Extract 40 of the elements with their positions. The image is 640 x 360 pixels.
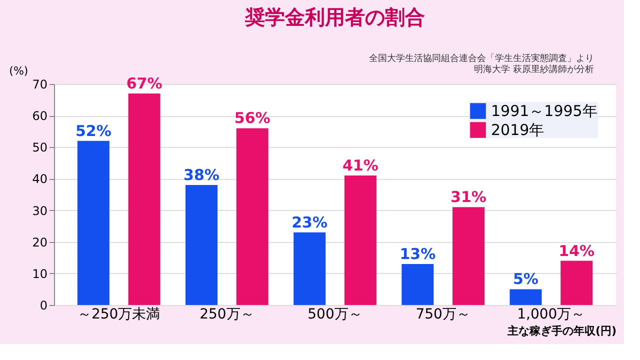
bar xyxy=(294,232,326,305)
bar xyxy=(452,207,485,305)
bar xyxy=(77,140,110,305)
x-tick-label: 1,000万～ xyxy=(517,306,586,322)
bar xyxy=(402,264,434,305)
text: 明海大学 萩原里紗講師が分析 xyxy=(474,64,594,75)
bar xyxy=(344,176,376,305)
bar xyxy=(185,185,218,305)
bar xyxy=(510,289,542,305)
data-label: 41% xyxy=(342,156,378,175)
y-tick-label: 10 xyxy=(32,266,48,281)
x-axis-title: 主な稼ぎ手の年収(円) xyxy=(506,324,616,338)
bar xyxy=(236,128,268,305)
data-label: 67% xyxy=(126,74,162,92)
y-tick-label: 0 xyxy=(40,298,48,312)
y-tick-label: 60 xyxy=(32,109,48,124)
y-axis-title: (%) xyxy=(9,64,28,78)
bar xyxy=(560,260,593,305)
data-label: 23% xyxy=(292,213,328,232)
bar xyxy=(128,93,160,305)
legend-label: 2019年 xyxy=(491,121,544,139)
y-tick-label: 30 xyxy=(32,204,48,218)
data-label: 14% xyxy=(558,242,595,260)
y-tick-label: 70 xyxy=(32,78,48,92)
data-label: 38% xyxy=(184,166,220,184)
data-label: 31% xyxy=(450,188,486,206)
text: 全国大学生活協同組合連合会「学生生活実態調査」より xyxy=(369,53,594,64)
y-tick-label: 40 xyxy=(32,172,48,186)
x-tick-label: ～250万未満 xyxy=(77,306,160,322)
y-tick-label: 20 xyxy=(32,235,48,250)
chart-title: 奨学金利用者の割合 xyxy=(244,5,425,29)
x-tick-label: 250万～ xyxy=(200,306,254,322)
x-tick-label: 500万～ xyxy=(308,306,362,322)
data-label: 5% xyxy=(512,270,538,288)
y-tick-label: 50 xyxy=(32,140,48,155)
legend-label: 1991～1995年 xyxy=(491,102,598,120)
data-label: 13% xyxy=(400,244,436,263)
data-label: 56% xyxy=(234,109,270,128)
data-label: 52% xyxy=(75,122,112,140)
x-tick-label: 750万～ xyxy=(416,306,470,322)
